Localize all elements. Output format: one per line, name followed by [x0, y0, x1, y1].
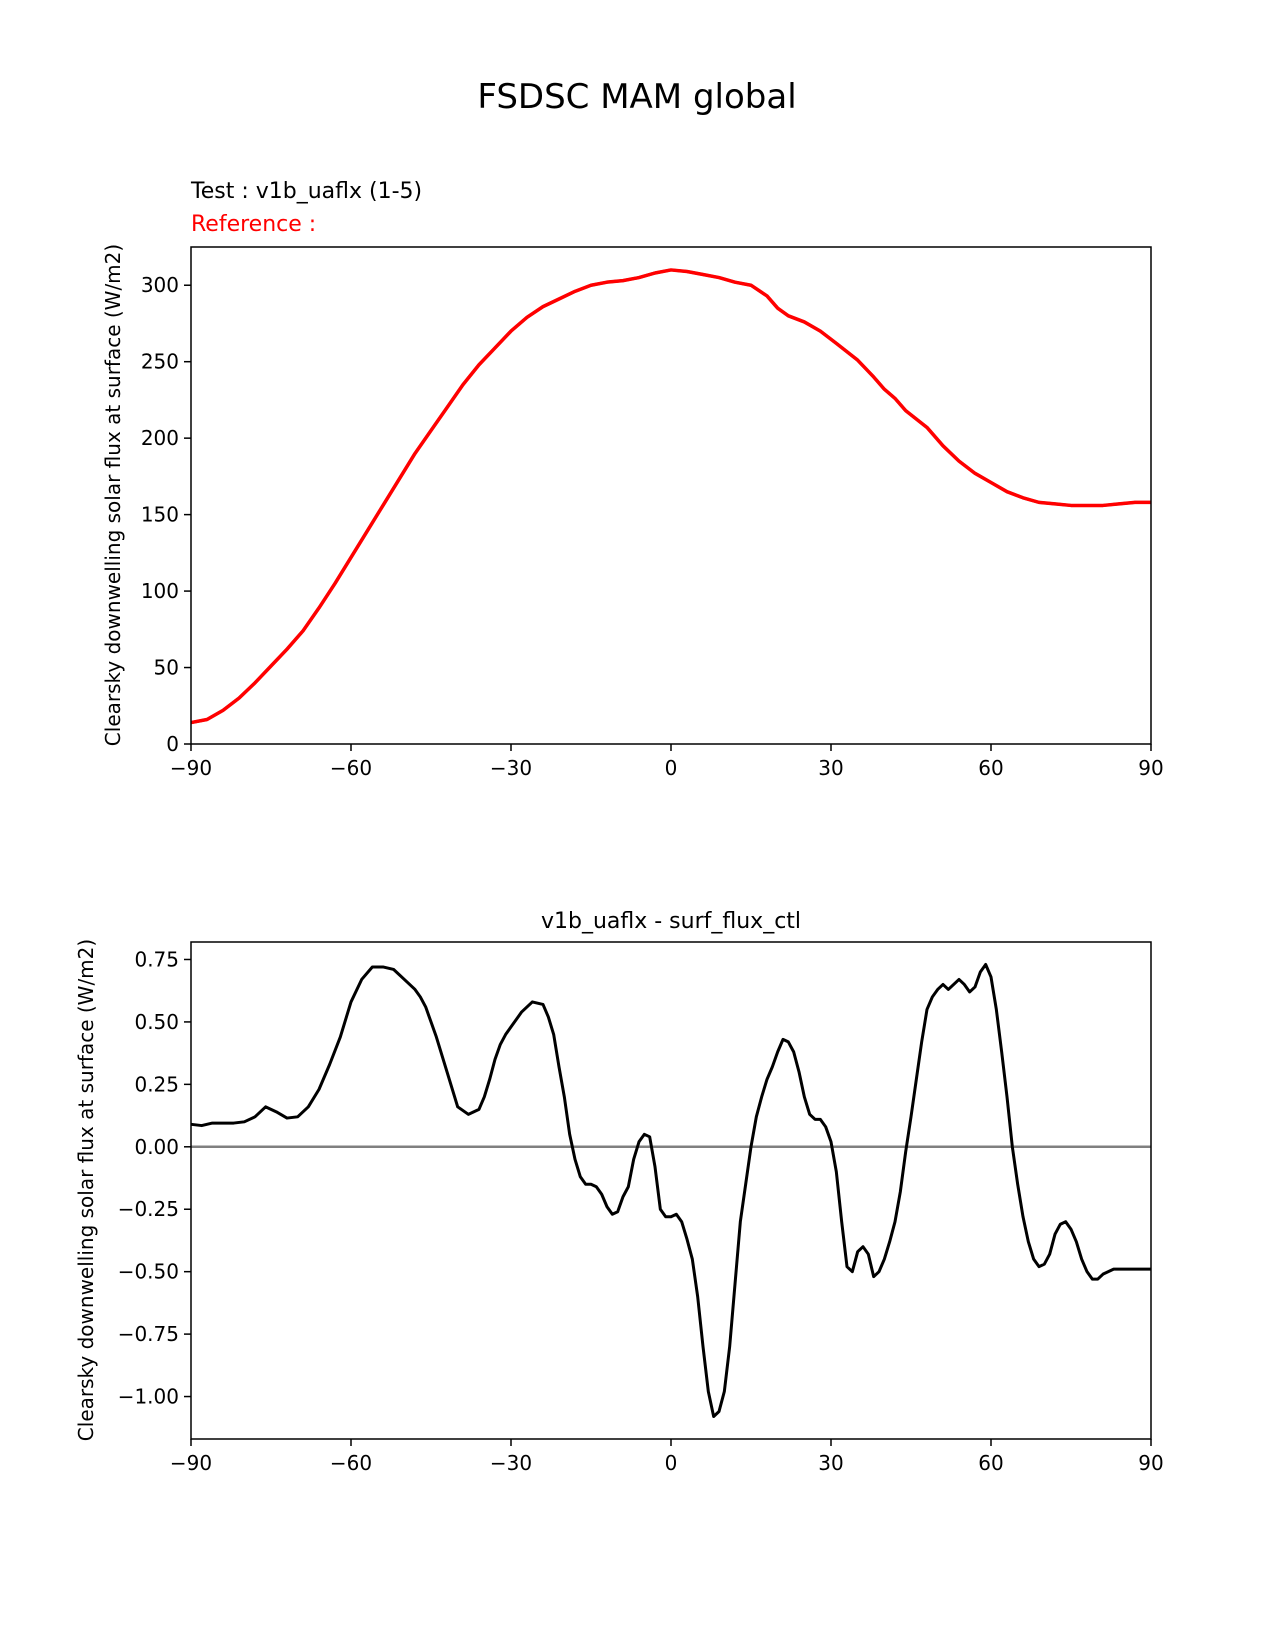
figure-title: FSDSC MAM global [477, 77, 796, 117]
x-tick-label: 30 [818, 756, 843, 780]
top-axes-frame [190, 246, 1152, 745]
y-tick-label: 300 [141, 273, 179, 297]
y-tick-label: 0 [166, 732, 179, 756]
y-tick-label: 150 [141, 503, 179, 527]
x-tick-label: 30 [818, 1451, 843, 1475]
x-tick-label: −60 [330, 1451, 372, 1475]
x-tick-label: −90 [170, 756, 212, 780]
x-tick-label: 90 [1138, 1451, 1163, 1475]
x-tick-label: 60 [978, 1451, 1003, 1475]
x-tick-label: 60 [978, 756, 1003, 780]
x-tick-label: −90 [170, 1451, 212, 1475]
x-tick-label: −60 [330, 756, 372, 780]
top-panel: Test : v1b_uaflx (1-5) Reference : −90 −6… [101, 179, 1164, 780]
x-tick-label: −30 [490, 1451, 532, 1475]
y-tick-label: −1.00 [118, 1385, 179, 1409]
y-tick-label: 0.50 [134, 1010, 179, 1034]
bottom-chart-title: v1b_uaflx - surf_flux_ctl [541, 909, 801, 934]
bottom-y-axis-label: Clearsky downwelling solar flux at surfa… [74, 939, 98, 1441]
bottom-panel: v1b_uaflx - surf_flux_ctl −90 −60 −30 0 30 60… [74, 909, 1164, 1475]
y-tick-label: 100 [141, 579, 179, 603]
x-tick-label: 90 [1138, 756, 1163, 780]
y-tick-label: −0.50 [118, 1260, 179, 1284]
test-series-line [190, 268, 1151, 725]
y-tick-label: −0.25 [118, 1197, 179, 1221]
y-tick-label: 0.00 [134, 1135, 179, 1159]
test-label: Test : v1b_uaflx (1-5) [190, 179, 422, 204]
x-tick-label: 0 [665, 756, 678, 780]
y-tick-label: 0.75 [134, 947, 179, 971]
y-tick-label: 200 [141, 426, 179, 450]
reference-label: Reference : [191, 212, 316, 237]
y-tick-label: 50 [154, 656, 179, 680]
difference-series-line [190, 962, 1151, 1419]
x-tick-label: −30 [490, 756, 532, 780]
bottom-axes-frame [190, 941, 1152, 1440]
x-tick-label: 0 [665, 1451, 678, 1475]
top-y-axis-label: Clearsky downwelling solar flux at surfa… [101, 244, 125, 746]
y-tick-label: 250 [141, 350, 179, 374]
reference-series-line [190, 268, 1151, 725]
y-tick-label: −0.75 [118, 1322, 179, 1346]
y-tick-label: 0.25 [134, 1072, 179, 1096]
